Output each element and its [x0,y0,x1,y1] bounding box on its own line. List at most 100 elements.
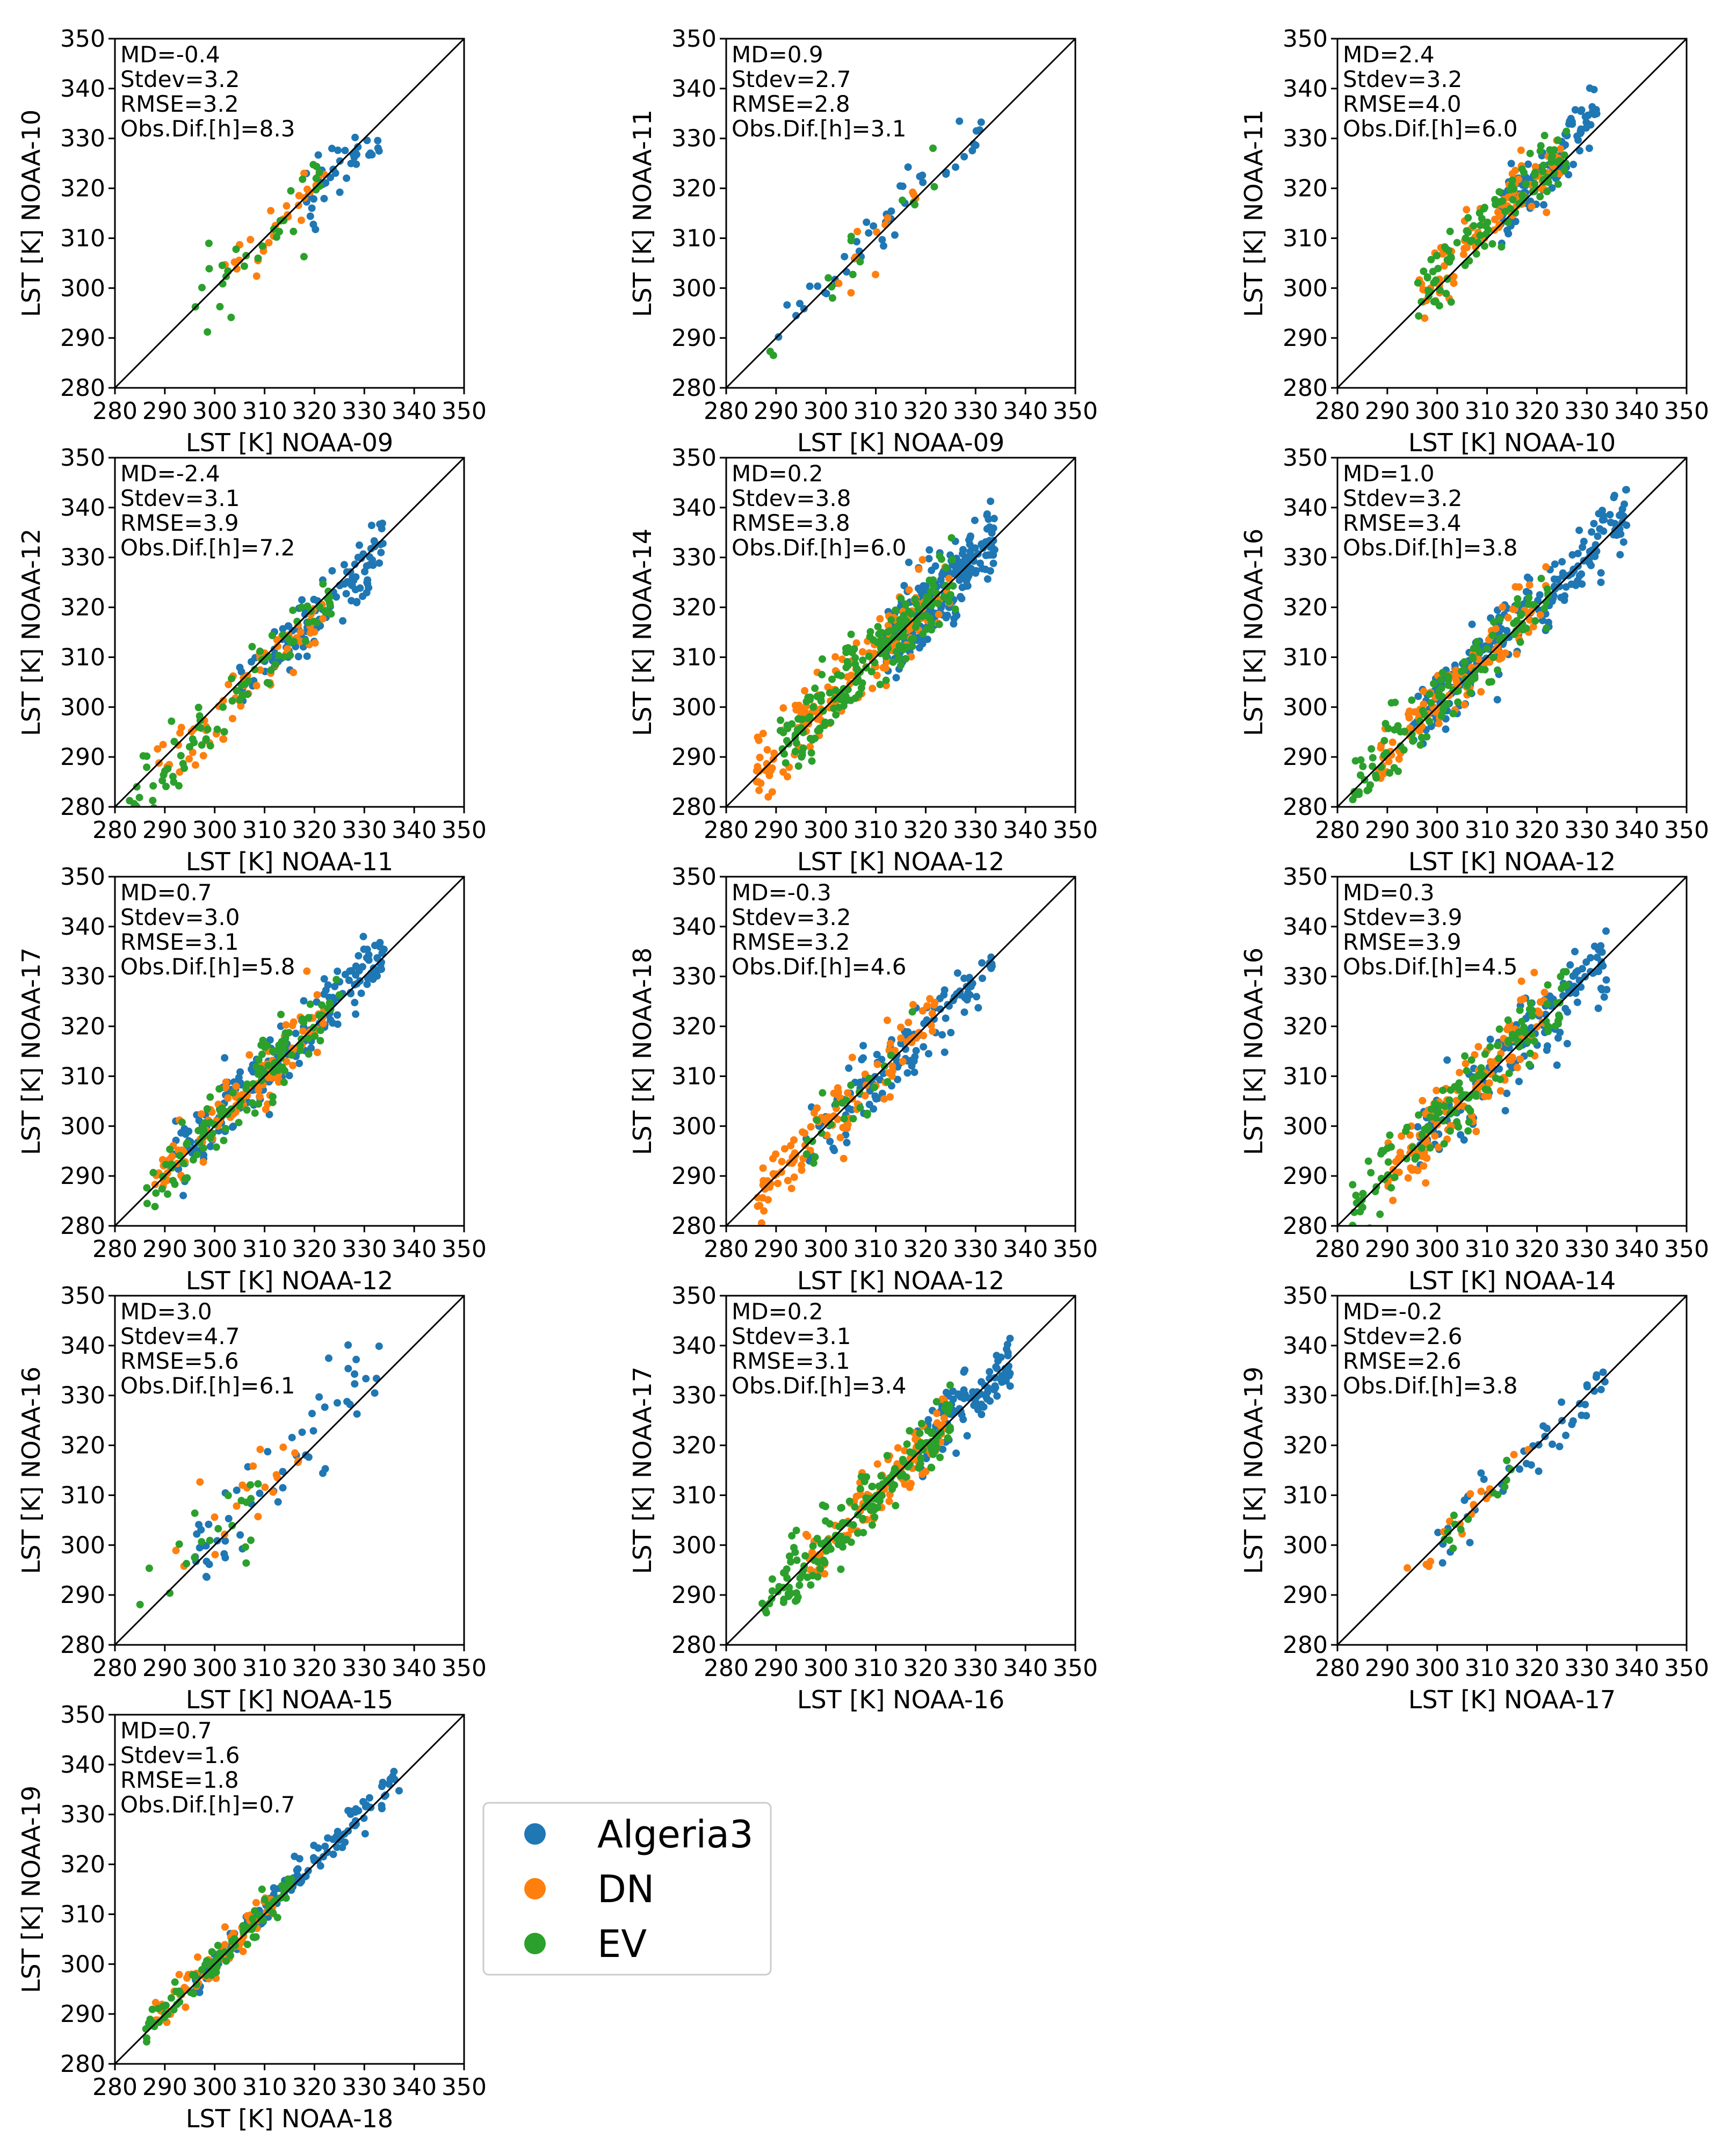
data-point-ev [856,1485,864,1493]
data-point-dn [1431,1132,1439,1140]
data-point-ev [232,245,240,253]
data-point-dn [920,1031,928,1039]
data-point-ev [215,1085,223,1093]
data-point-algeria3 [374,144,382,152]
data-point-dn [885,1497,893,1505]
data-point-ev [1543,187,1551,196]
data-point-dn [1491,646,1499,654]
data-point-ev [227,313,235,321]
data-point-ev [1508,182,1516,190]
data-point-ev [889,658,897,666]
x-tick-label: 320 [292,1655,337,1682]
data-point-dn [1485,1079,1493,1087]
data-point-algeria3 [366,1794,373,1802]
data-point-ev [183,1559,191,1568]
data-point-algeria3 [298,1428,306,1436]
data-point-ev [231,1941,239,1949]
data-point-ev [947,534,956,542]
data-point-ev [854,1511,862,1519]
y-tick-label: 340 [60,1751,105,1779]
data-point-ev [158,1185,166,1193]
data-point-dn [1419,1097,1427,1104]
data-point-algeria3 [374,136,382,145]
data-point-algeria3 [1571,948,1579,956]
data-point-ev [1524,600,1532,608]
data-point-algeria3 [989,559,997,567]
x-tick-label: 350 [442,398,487,425]
data-point-algeria3 [320,1853,327,1861]
data-point-dn [802,1530,810,1539]
data-point-ev [316,1027,324,1035]
data-point-algeria3 [307,1044,315,1052]
data-point-ev [1478,214,1486,222]
data-point-ev [1485,678,1493,686]
data-point-dn [191,761,199,769]
data-point-ev [143,752,151,760]
data-point-ev [229,1089,237,1097]
x-tick-label: 330 [342,817,387,844]
plot-frame [725,457,1076,808]
data-point-ev [916,1460,924,1468]
data-point-dn [876,615,884,623]
data-point-algeria3 [321,1403,329,1411]
y-tick-label: 330 [671,544,717,572]
data-point-dn [1516,1055,1524,1063]
data-point-dn [249,1462,257,1470]
data-point-ev [254,254,262,262]
y-tick-label: 300 [671,694,717,721]
data-point-ev [257,1077,265,1085]
data-point-dn [219,697,227,705]
data-point-dn [319,1020,327,1028]
data-point-ev [1550,169,1558,177]
stat-text: RMSE=5.6 [120,1348,239,1374]
data-point-ev [1384,1158,1392,1166]
data-point-ev [858,679,866,687]
data-point-ev [206,742,214,750]
data-point-ev [1492,200,1500,208]
data-point-algeria3 [1587,954,1595,962]
data-point-ev [949,555,956,564]
x-tick-label: 300 [192,398,237,425]
data-point-ev [170,738,178,746]
data-point-ev [1472,250,1480,258]
data-point-ev [145,1564,153,1572]
data-point-ev [1504,218,1512,226]
stat-text: Obs.Dif.[h]=5.8 [120,954,295,980]
data-point-algeria3 [321,1843,329,1851]
data-point-algeria3 [345,976,353,984]
data-point-dn [282,1021,290,1029]
data-point-ev [1537,574,1545,582]
data-point-ev [847,233,855,241]
data-point-algeria3 [285,622,293,630]
data-point-ev [878,629,886,637]
data-point-ev [1515,200,1523,208]
data-point-dn [913,1034,921,1042]
data-point-algeria3 [919,178,927,186]
data-point-dn [239,1947,247,1955]
data-point-ev [902,655,910,663]
x-tick-label: 290 [142,1655,187,1682]
data-point-ev [237,1497,245,1505]
data-point-dn [1395,755,1403,763]
data-point-ev [175,782,183,790]
stat-text: Obs.Dif.[h]=3.4 [732,1373,906,1399]
y-tick-label: 280 [671,1212,717,1240]
data-point-ev [158,777,167,785]
data-point-ev [1387,699,1395,707]
data-point-ev [1495,188,1503,196]
data-point-ev [169,1176,177,1184]
data-point-ev [193,1151,201,1159]
data-point-dn [1536,1009,1544,1017]
data-point-ev [828,675,836,683]
data-point-algeria3 [343,1398,351,1406]
data-point-algeria3 [327,174,335,182]
data-point-algeria3 [200,1151,208,1159]
data-point-dn [799,1128,806,1136]
data-point-ev [305,1035,313,1043]
stat-text: Stdev=3.0 [120,904,240,930]
data-point-algeria3 [1587,561,1595,569]
data-point-ev [1484,226,1492,234]
data-point-ev [1519,192,1527,200]
data-point-ev [1440,1140,1448,1148]
x-tick-label: 350 [1053,1236,1098,1263]
